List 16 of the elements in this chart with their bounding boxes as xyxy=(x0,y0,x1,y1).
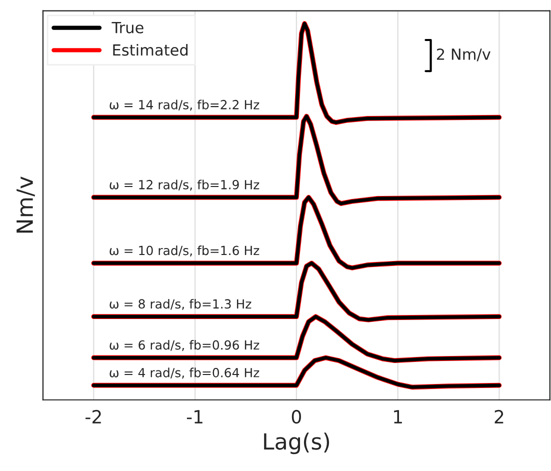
annotation: ω = 4 rad/s, fb=0.64 Hz xyxy=(110,368,260,379)
legend-label: True xyxy=(112,22,144,34)
y-axis-title: Nm/v xyxy=(16,176,35,233)
x-tick-label: 0 xyxy=(292,410,301,424)
annotation: ω = 12 rad/s, fb=1.9 Hz xyxy=(110,180,260,191)
x-tick-label: 1 xyxy=(394,410,402,424)
annotation: 2 Nm/v xyxy=(436,48,490,62)
x-tick-label: -2 xyxy=(86,410,101,424)
legend-label: Estimated xyxy=(113,44,188,56)
annotation: ω = 6 rad/s, fb=0.96 Hz xyxy=(110,340,260,351)
annotation: ω = 14 rad/s, fb=2.2 Hz xyxy=(110,100,260,111)
x-tick-label: 2 xyxy=(494,410,504,424)
x-axis-title: Lag(s) xyxy=(264,432,330,454)
annotation: ω = 8 rad/s, fb=1.3 Hz xyxy=(110,298,252,310)
annotation: ω = 10 rad/s, fb=1.6 Hz xyxy=(110,246,260,256)
x-tick-label: -1 xyxy=(186,410,202,424)
